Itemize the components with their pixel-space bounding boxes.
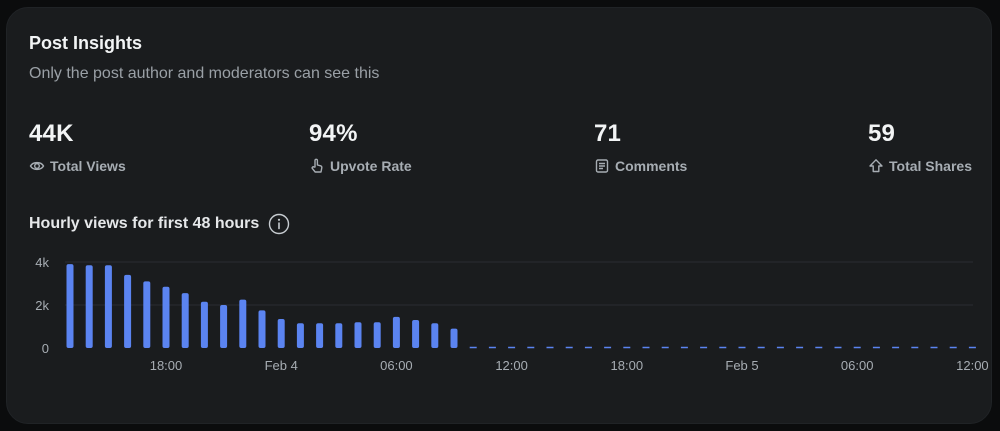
bar[interactable]: [258, 310, 266, 348]
stat-upvote-rate: 94% Upvote Rate: [309, 120, 412, 174]
bar[interactable]: [200, 301, 208, 348]
bar[interactable]: [450, 328, 458, 348]
x-tick-label: Feb 4: [265, 358, 298, 373]
stat-value: 59: [868, 120, 896, 147]
bar[interactable]: [431, 323, 439, 348]
x-tick-label: 12:00: [956, 358, 989, 373]
upvote-hand-icon: [309, 158, 325, 174]
bar[interactable]: [220, 305, 228, 348]
bar[interactable]: [143, 281, 151, 348]
chart-title: Hourly views for first 48 hours: [29, 213, 290, 235]
hourly-views-chart: 0 2k 4k 18:00 Feb 4 06:00 12:00 18:00 Feb 5 06:00…: [35, 255, 989, 373]
x-tick-label: 06:00: [841, 358, 874, 373]
bar[interactable]: [104, 265, 112, 348]
stat-comments: 71 Comments: [594, 120, 687, 174]
bar[interactable]: [354, 322, 362, 348]
x-tick-label: 18:00: [150, 358, 183, 373]
stat-label: Total Views: [50, 158, 126, 174]
stat-value: 44K: [29, 120, 74, 147]
bar[interactable]: [316, 323, 324, 348]
chart-title-text: Hourly views for first 48 hours: [29, 215, 260, 232]
card-title: Post Insights: [29, 33, 143, 53]
share-icon: [868, 158, 884, 174]
x-tick-label: 18:00: [611, 358, 644, 373]
card-subtitle: Only the post author and moderators can …: [29, 65, 380, 82]
bar[interactable]: [373, 322, 381, 348]
x-tick-label: 06:00: [380, 358, 413, 373]
bar[interactable]: [66, 264, 74, 348]
bar[interactable]: [181, 293, 189, 348]
bar[interactable]: [412, 320, 420, 348]
stat-total-views: 44K Total Views: [29, 120, 126, 174]
stat-label: Comments: [615, 158, 688, 174]
bar[interactable]: [392, 316, 400, 348]
x-tick-label: Feb 5: [725, 358, 758, 373]
bar[interactable]: [296, 323, 304, 348]
bar[interactable]: [335, 323, 343, 348]
bar[interactable]: [124, 274, 132, 348]
bar[interactable]: [277, 318, 285, 348]
bar[interactable]: [239, 299, 247, 348]
views-icon: [29, 158, 45, 174]
info-icon[interactable]: [268, 213, 290, 235]
stat-label: Total Shares: [889, 158, 972, 174]
comments-icon: [594, 158, 610, 174]
y-tick-label: 0: [42, 341, 49, 356]
y-tick-label: 2k: [35, 298, 49, 313]
x-tick-label: 12:00: [495, 358, 528, 373]
stat-value: 94%: [309, 120, 358, 147]
y-tick-label: 4k: [35, 255, 49, 270]
stat-label: Upvote Rate: [330, 158, 412, 174]
bar[interactable]: [162, 286, 170, 348]
stat-value: 71: [594, 120, 622, 147]
post-insights-card: Post Insights Only the post author and m…: [6, 7, 992, 424]
stat-total-shares: 59 Total Shares: [868, 120, 972, 174]
bar[interactable]: [85, 265, 93, 348]
